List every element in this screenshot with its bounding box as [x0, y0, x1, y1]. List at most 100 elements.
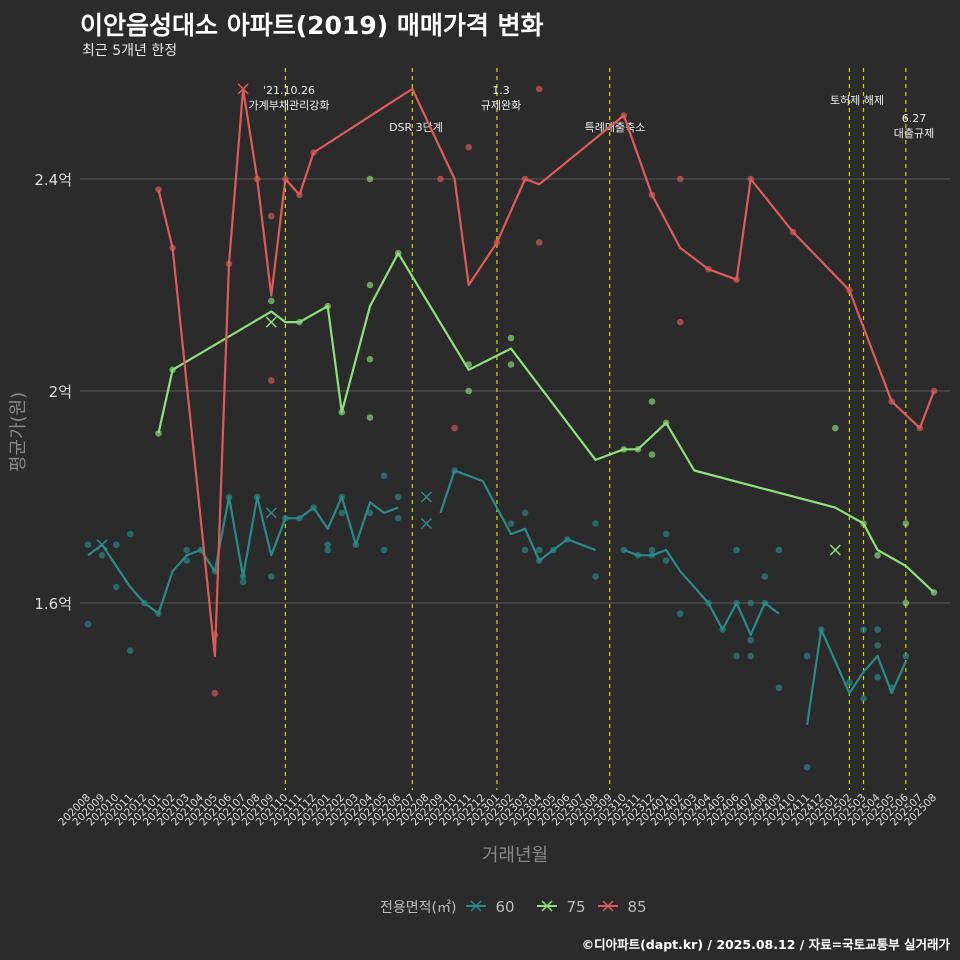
data-point-60 [733, 546, 740, 554]
data-point-60 [394, 514, 402, 522]
legend-swatch-cross [470, 900, 482, 912]
data-point-75 [874, 552, 881, 559]
cross-marker-60 [265, 507, 277, 519]
data-point-60 [394, 493, 402, 501]
data-point-75 [832, 424, 839, 432]
data-point-60 [874, 642, 881, 649]
data-point-85 [676, 318, 684, 326]
legend-title: 전용면적(㎡) [380, 900, 456, 916]
data-point-60 [846, 679, 853, 686]
data-point-75 [648, 398, 656, 405]
data-point-75 [155, 430, 162, 437]
data-point-75 [648, 451, 656, 458]
data-point-60 [761, 573, 769, 580]
legend-item-85[interactable]: 85 [598, 898, 647, 916]
data-point-60 [902, 652, 910, 660]
data-point-75 [465, 387, 473, 395]
event-label: 6.27 대출규제 [894, 112, 934, 140]
legend-item-60[interactable]: 60 [466, 898, 515, 916]
data-point-85 [211, 689, 219, 697]
data-point-60 [84, 620, 92, 628]
data-point-60 [324, 541, 332, 548]
data-point-60 [803, 764, 811, 771]
data-point-60 [662, 557, 670, 564]
data-point-60 [874, 673, 881, 681]
data-point-75 [507, 334, 515, 342]
series-60 [84, 467, 910, 771]
data-point-60 [183, 546, 190, 554]
data-point-60 [112, 541, 120, 548]
cross-stroke [265, 316, 277, 328]
data-point-60 [98, 552, 106, 559]
data-point-60 [775, 684, 783, 692]
data-point-75 [366, 414, 374, 421]
series-line-60 [439, 469, 596, 562]
cross-stroke [237, 83, 249, 95]
y-tick-label: 1.6억 [34, 595, 72, 613]
x-axis-title: 거래년월 [482, 845, 548, 866]
data-point-75 [507, 361, 515, 368]
data-point-60 [747, 636, 754, 644]
data-point-60 [860, 626, 867, 633]
cross-marker-85 [237, 83, 249, 95]
data-point-60 [380, 472, 388, 480]
data-point-60 [648, 546, 656, 554]
legend-label: 75 [566, 898, 585, 916]
cross-marker-75 [829, 544, 841, 556]
source-caption: ©디아파트(dapt.kr) / 2025.08.12 / 자료=국토교통부 실… [581, 937, 950, 952]
data-point-60 [676, 610, 684, 617]
data-point-85 [268, 377, 275, 384]
data-point-60 [592, 573, 599, 580]
data-point-85 [535, 85, 543, 93]
series-line-60 [806, 628, 907, 726]
legend-swatch-cross [541, 900, 553, 912]
data-point-60 [324, 546, 332, 554]
data-point-85 [451, 424, 458, 432]
series-line-75 [157, 252, 935, 594]
event-label: DSR 3단계 [389, 121, 443, 134]
data-point-75 [902, 520, 910, 527]
y-tick-label: 2억 [49, 383, 72, 401]
data-point-75 [366, 355, 374, 363]
data-point-60 [338, 509, 346, 517]
data-point-60 [733, 652, 740, 660]
data-point-60 [268, 573, 275, 580]
cross-stroke [265, 507, 277, 519]
legend-label: 60 [495, 898, 514, 916]
y-tick-label: 2.4억 [34, 171, 72, 189]
y-axis-title: 평균가(원) [8, 392, 29, 472]
data-point-60 [366, 509, 374, 517]
event-label: 토허제 해제 [830, 93, 884, 107]
legend-label: 85 [627, 898, 646, 916]
cross-marker-60 [420, 491, 432, 503]
cross-stroke [420, 491, 432, 503]
data-point-75 [366, 175, 374, 183]
event-label: 1.3 규제완화 [481, 84, 521, 112]
data-point-60 [127, 530, 134, 538]
data-point-60 [507, 520, 515, 527]
data-point-60 [803, 652, 811, 660]
data-point-60 [521, 546, 529, 554]
legend-item-75[interactable]: 75 [537, 898, 586, 916]
data-point-85 [268, 212, 275, 220]
data-point-60 [127, 647, 134, 654]
cross-stroke [829, 544, 841, 556]
series-85 [155, 83, 938, 697]
chart-title: 이안음성대소 아파트(2019) 매매가격 변화 [80, 11, 544, 40]
series-line-60 [87, 495, 399, 615]
data-point-75 [902, 599, 910, 607]
cross-stroke [420, 517, 432, 530]
series-line-85 [157, 87, 936, 658]
chart-subtitle: 최근 5개년 한정 [82, 43, 178, 59]
data-point-60 [775, 546, 783, 554]
event-label: '21.10.26 가계부채관리강화 [249, 84, 330, 112]
cross-marker-60 [420, 517, 432, 530]
data-point-75 [366, 281, 374, 289]
data-point-60 [747, 652, 754, 660]
data-point-60 [747, 599, 754, 607]
data-point-60 [380, 546, 388, 554]
data-point-60 [84, 541, 92, 548]
data-point-85 [535, 239, 543, 246]
data-point-60 [112, 583, 120, 591]
